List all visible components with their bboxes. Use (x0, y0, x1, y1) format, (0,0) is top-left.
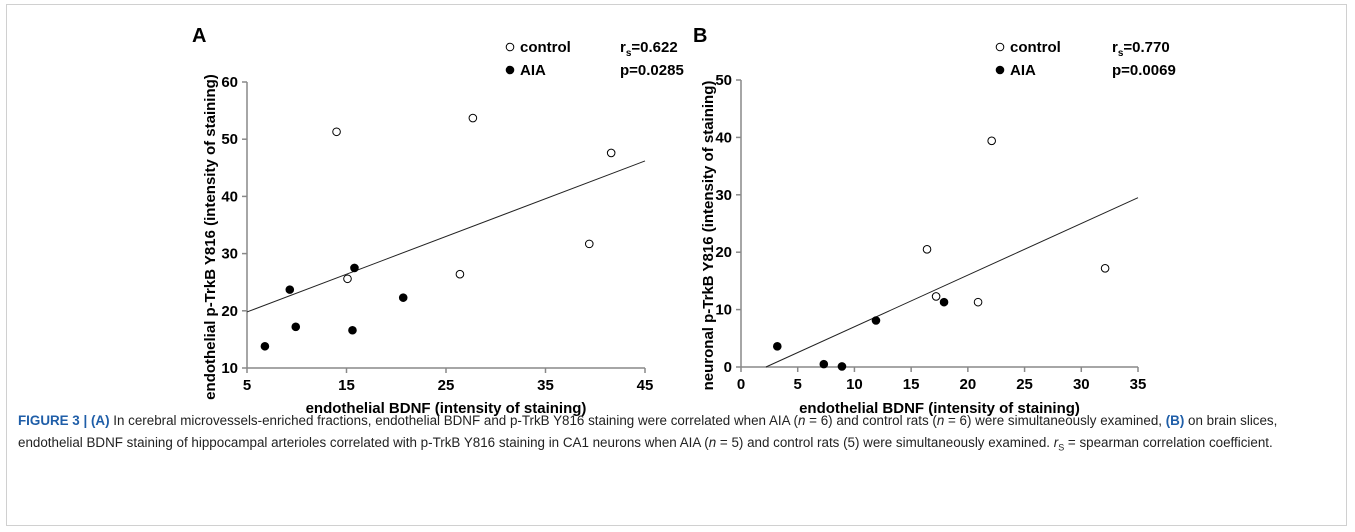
panel-letter: A (192, 25, 206, 47)
chart-panel-a: A 10 20 30 40 50 60 5 15 25 35 45 endothelial BDNF (… (192, 25, 684, 417)
legend-aia-label: AIA (1010, 62, 1036, 79)
caption-panel-b-label: (B) (1165, 413, 1185, 428)
caption-text-4: on brain slices, endothelial BDNF staini… (18, 413, 1278, 450)
y-tick-label: 30 (715, 187, 732, 204)
aia-point (348, 325, 357, 335)
control-point (973, 297, 983, 307)
x-tick-label: 25 (1016, 376, 1033, 393)
control-point (343, 274, 352, 284)
panel-letter: B (693, 25, 707, 47)
trend-line (246, 160, 646, 313)
stat-p-value: p=0.0069 (1112, 62, 1176, 79)
x-tick-label: 35 (537, 377, 554, 394)
caption-r-sub: S (1058, 442, 1065, 453)
stat-p-value: p=0.0285 (620, 62, 684, 79)
x-tick-label: 15 (338, 377, 355, 394)
legend-control-marker (995, 42, 1005, 52)
aia-point (291, 322, 301, 332)
y-tick-label: 50 (221, 131, 238, 148)
x-tick-label: 25 (438, 377, 455, 394)
aia-point (939, 297, 949, 307)
aia-point (871, 316, 881, 325)
control-point (931, 292, 941, 301)
stat-rs: rs=0.622 (620, 39, 678, 59)
y-tick-label: 10 (221, 360, 238, 377)
x-tick-label: 45 (637, 377, 654, 394)
legend-aia-label: AIA (520, 62, 546, 79)
y-tick-label: 20 (221, 303, 238, 320)
aia-point (837, 362, 847, 371)
caption-text-2: = 6) and control rats ( (805, 413, 937, 428)
aia-point (350, 263, 359, 273)
aia-point (285, 285, 295, 294)
control-point (332, 127, 341, 137)
x-tick-label: 5 (243, 377, 251, 394)
caption-n-1: n (798, 413, 806, 428)
aia-point (819, 359, 829, 369)
trend-line (765, 197, 1139, 368)
legend-control-label: control (520, 39, 571, 56)
x-tick-label: 5 (794, 376, 802, 393)
y-tick-label: 20 (715, 244, 732, 261)
y-tick-label: 50 (715, 72, 732, 89)
x-tick-label: 10 (846, 376, 863, 393)
x-tick-label: 30 (1073, 376, 1090, 393)
y-axis-label: endothelial p-TrkB Y816 (intensity of st… (202, 74, 219, 400)
x-tick-label: 15 (903, 376, 920, 393)
chart-panel-b: B 0 10 20 30 40 50 0 5 10 15 20 25 30 35 endothelial BD… (693, 25, 1176, 417)
y-axis-label: neuronal p-TrkB Y816 (intensity of stain… (700, 81, 717, 391)
control-point (606, 148, 616, 158)
y-tick-label: 10 (715, 302, 732, 319)
caption-text-6: = spearman correlation coefficient. (1064, 435, 1273, 450)
legend-aia-marker (995, 65, 1005, 75)
figure-frame (6, 4, 1347, 526)
x-axis-label: endothelial BDNF (intensity of staining) (306, 400, 587, 417)
control-point (987, 136, 996, 146)
control-point (468, 113, 478, 123)
caption-text-3: = 6) were simultaneously examined, (944, 413, 1166, 428)
caption-n-2: n (936, 413, 945, 428)
y-tick-label: 0 (724, 359, 732, 376)
aia-point (398, 293, 408, 302)
caption-text-1: In cerebral microvessels-enriched fracti… (109, 413, 798, 428)
figure-caption: FIGURE 3 | (A) In cerebral microvessels-… (18, 410, 1336, 459)
caption-n-3: n (708, 435, 717, 450)
legend-control-marker (505, 42, 515, 52)
y-tick-label: 40 (221, 188, 238, 205)
control-point (455, 269, 465, 279)
caption-figure-label: FIGURE 3 | (A) (18, 413, 110, 428)
x-axis-label: endothelial BDNF (intensity of staining) (799, 400, 1080, 417)
aia-point (772, 342, 782, 351)
y-tick-label: 60 (221, 74, 238, 91)
x-tick-label: 35 (1130, 376, 1147, 393)
control-point (584, 239, 594, 249)
x-tick-label: 20 (960, 376, 977, 393)
caption-r: r (1053, 435, 1059, 450)
y-tick-label: 40 (715, 129, 732, 146)
y-tick-label: 30 (221, 246, 238, 263)
x-tick-label: 0 (737, 376, 745, 393)
caption-text-5: = 5) and control rats (5) were simultane… (716, 435, 1054, 450)
stat-rs: rs=0.770 (1112, 39, 1170, 59)
control-point (1100, 263, 1110, 273)
aia-point (260, 341, 270, 351)
legend-control-label: control (1010, 39, 1061, 56)
control-point (922, 245, 932, 254)
legend-aia-marker (505, 65, 515, 75)
